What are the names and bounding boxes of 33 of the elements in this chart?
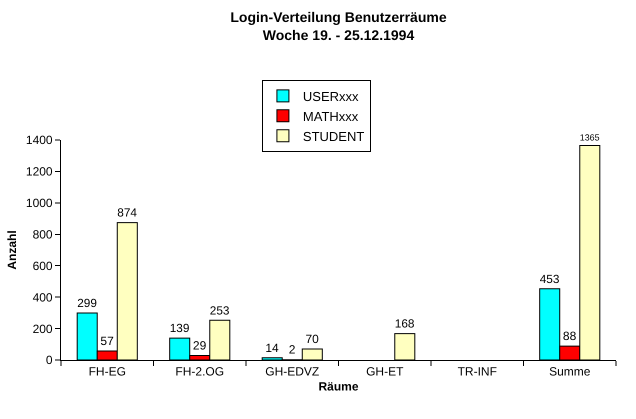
- legend-label: STUDENT: [302, 128, 364, 144]
- y-tick-label: 1400: [26, 133, 53, 148]
- x-tick-label: FH-EG: [88, 364, 126, 378]
- x-tick-label: Summe: [549, 364, 591, 378]
- data-label: 88: [562, 329, 577, 344]
- x-axis-title: Räume: [318, 379, 359, 394]
- y-tick-label: 0: [46, 353, 53, 368]
- data-label: 253: [210, 303, 230, 318]
- y-tick-label: 200: [32, 322, 53, 336]
- x-tick-label: FH-2.OG: [175, 364, 224, 378]
- y-axis-title: Anzahl: [5, 230, 20, 270]
- y-tick-label: 1000: [26, 196, 53, 210]
- legend-label: USERxxx: [302, 88, 360, 104]
- y-tick-label: 1200: [26, 164, 53, 179]
- legend-label: MATHxxx: [302, 108, 359, 124]
- y-tick-label: 800: [32, 227, 53, 242]
- data-label: 299: [77, 296, 97, 310]
- x-tick-label: TR-INF: [458, 364, 497, 378]
- data-label: 453: [540, 272, 560, 286]
- y-tick-label: 400: [32, 290, 53, 304]
- y-tick-label: 600: [32, 258, 53, 273]
- data-label: 874: [117, 206, 138, 220]
- data-label: 57: [100, 334, 114, 348]
- data-label: 168: [394, 316, 415, 331]
- x-tick-label: GH-ET: [366, 364, 404, 378]
- data-label: 2: [288, 342, 296, 357]
- chart-title: Login-Verteilung Benutzerräume Woche 19. - 25.12.1994: [230, 9, 447, 44]
- data-label: 1365: [580, 132, 600, 142]
- data-label: 14: [265, 340, 280, 355]
- x-tick-label: GH-EDVZ: [265, 364, 320, 378]
- data-label: 29: [192, 338, 207, 352]
- data-label: 139: [170, 321, 190, 336]
- data-label: 70: [305, 332, 320, 346]
